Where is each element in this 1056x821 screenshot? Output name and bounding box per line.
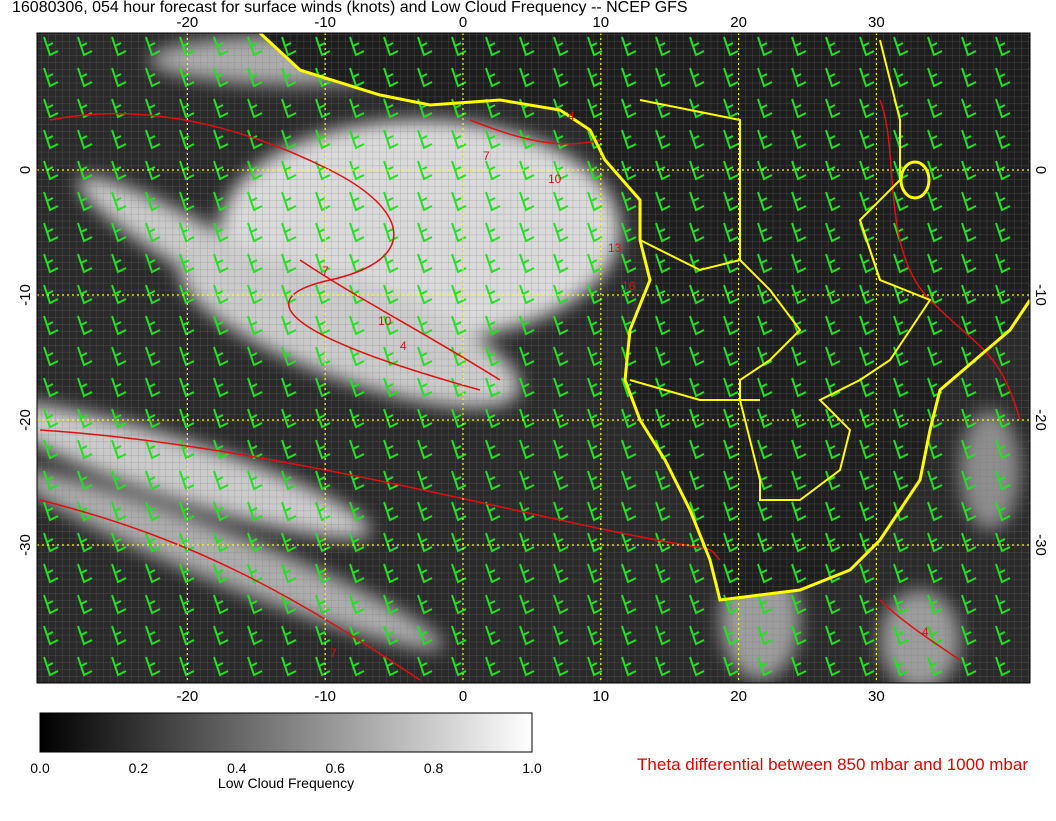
contour-label: 7: [483, 149, 490, 163]
contour-label: 10: [548, 172, 562, 186]
lon-tick-label: 30: [868, 688, 885, 705]
contour-label: 4: [400, 339, 407, 353]
lat-tick-label: -10: [1032, 284, 1049, 306]
lat-tick-label: -20: [17, 409, 34, 431]
lon-tick-label: 20: [730, 14, 747, 31]
contour-label: 7: [330, 646, 337, 660]
lat-tick-label: 0: [17, 166, 34, 174]
contour-label: 10: [378, 314, 392, 328]
lon-tick-label: -20: [177, 688, 199, 705]
title: 16080306, 054 hour forecast for surface …: [12, 0, 688, 16]
lon-tick-label: -20: [177, 14, 199, 31]
lat-tick-label: -30: [17, 534, 34, 556]
lon-tick-label: -10: [314, 688, 336, 705]
lat-tick-label: -20: [1032, 409, 1049, 431]
lon-tick-label: 10: [592, 688, 609, 705]
contour-label: 16: [622, 279, 636, 293]
lon-tick-label: 0: [459, 14, 467, 31]
lat-tick-label: -10: [17, 284, 34, 306]
caption: Theta differential between 850 mbar and …: [637, 755, 1028, 774]
lon-tick-label: 0: [459, 688, 467, 705]
colorbar-tick-label: 0.2: [129, 760, 149, 776]
contour-label: 7: [322, 264, 329, 278]
colorbar-tick-label: 0.8: [424, 760, 444, 776]
contour-label: 4: [568, 109, 575, 123]
lon-tick-label: 30: [868, 14, 885, 31]
colorbar-tick-label: 0.6: [325, 760, 345, 776]
colorbar-label: Low Cloud Frequency: [218, 775, 354, 791]
lon-tick-label: -10: [314, 14, 336, 31]
colorbar-tick-label: 0.4: [227, 760, 247, 776]
colorbar-tick-label: 0.0: [30, 760, 50, 776]
contour-label: 13: [608, 241, 622, 255]
lat-tick-label: 0: [1032, 166, 1049, 174]
colorbar: [39, 712, 533, 753]
lon-tick-label: 10: [592, 14, 609, 31]
colorbar-tick-label: 1.0: [522, 760, 542, 776]
map-area: [37, 33, 1030, 683]
lat-tick-label: -30: [1032, 534, 1049, 556]
contour-label: 4: [922, 625, 929, 639]
map-frame: [36, 32, 1031, 684]
lon-tick-label: 20: [730, 688, 747, 705]
